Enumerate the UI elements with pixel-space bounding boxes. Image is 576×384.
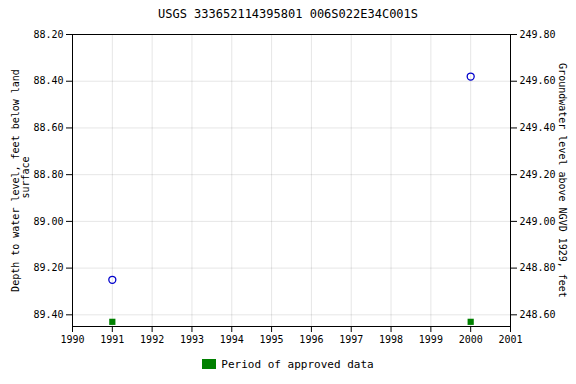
svg-text:89.40: 89.40 xyxy=(33,309,63,320)
svg-text:249.80: 249.80 xyxy=(520,29,556,40)
svg-text:249.20: 249.20 xyxy=(520,169,556,180)
svg-text:1997: 1997 xyxy=(339,334,363,345)
svg-text:1999: 1999 xyxy=(419,334,443,345)
svg-text:89.00: 89.00 xyxy=(33,216,63,227)
html-text:USGS 333652114395801 006S022E3: USGS 333652114395801 006S022E34C001S xyxy=(158,7,418,21)
svg-text:1991: 1991 xyxy=(100,334,124,345)
svg-text:249.00: 249.00 xyxy=(520,216,556,227)
svg-text:88.60: 88.60 xyxy=(33,122,63,133)
svg-text:1992: 1992 xyxy=(140,334,164,345)
svg-text:248.80: 248.80 xyxy=(520,262,556,273)
svg-text:Depth to water level, feet bel: Depth to water level, feet below land su… xyxy=(10,69,31,292)
svg-text:2001: 2001 xyxy=(498,334,522,345)
svg-text:Groundwater level above NGVD 1: Groundwater level above NGVD 1929, feet xyxy=(557,63,568,298)
svg-text:88.20: 88.20 xyxy=(33,29,63,40)
svg-text:88.80: 88.80 xyxy=(33,169,63,180)
svg-text:249.60: 249.60 xyxy=(520,75,556,86)
svg-text:248.60: 248.60 xyxy=(520,309,556,320)
svg-text:1990: 1990 xyxy=(60,334,84,345)
svg-text:1998: 1998 xyxy=(379,334,403,345)
svg-text:1995: 1995 xyxy=(260,334,284,345)
html-text:Period of approved data: Period of approved data xyxy=(221,357,374,371)
svg-text:1994: 1994 xyxy=(220,334,244,345)
svg-text:1996: 1996 xyxy=(299,334,323,345)
svg-text:89.20: 89.20 xyxy=(33,262,63,273)
svg-text:249.40: 249.40 xyxy=(520,122,556,133)
svg-text:1993: 1993 xyxy=(180,334,204,345)
svg-text:2000: 2000 xyxy=(459,334,483,345)
svg-text:88.40: 88.40 xyxy=(33,75,63,86)
